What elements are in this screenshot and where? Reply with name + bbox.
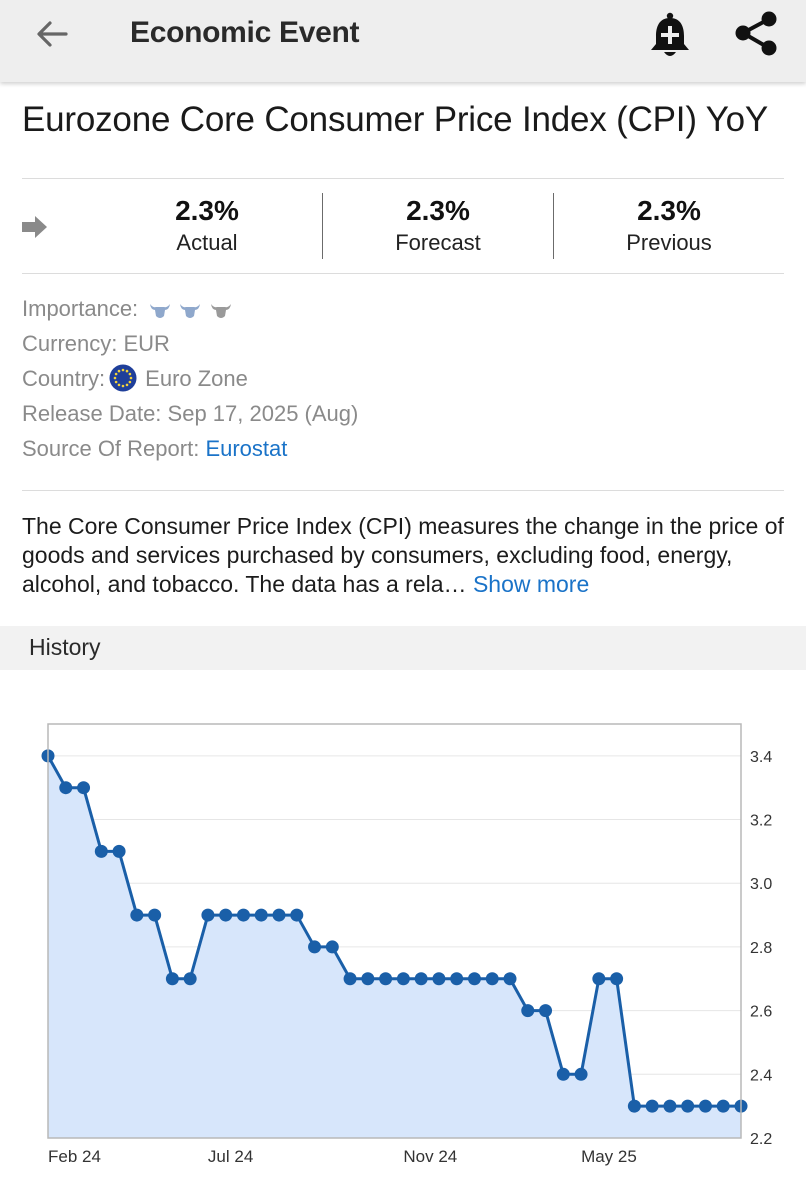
- data-point: [645, 1099, 659, 1113]
- arrow-right-icon: [22, 216, 47, 238]
- previous-value: 2.3%: [637, 195, 701, 226]
- data-point: [59, 781, 73, 795]
- data-point: [450, 972, 464, 986]
- forecast-value-cell: 2.3% Forecast: [323, 193, 553, 259]
- series-line: [46, 755, 741, 1108]
- share-icon[interactable]: [733, 10, 779, 58]
- data-point: [698, 1099, 712, 1113]
- source-link[interactable]: Eurostat: [205, 436, 288, 461]
- history-chart-svg: 2.2 2.4 2.6 2.8 3.0 3.2 3.4 Feb 24 Jul 24 Nov 24 M…: [41, 723, 772, 1166]
- data-point: [503, 972, 517, 986]
- actual-label: Actual: [176, 230, 238, 255]
- bell-plus-icon[interactable]: [646, 10, 694, 62]
- country-row: Country: Euro Zone: [22, 364, 248, 394]
- data-point: [716, 1099, 730, 1113]
- data-point: [165, 972, 179, 986]
- data-point: [219, 908, 233, 922]
- data-point: [467, 972, 481, 986]
- bull-icon: [150, 304, 171, 319]
- data-point: [201, 908, 215, 922]
- importance-label: Importance:: [22, 296, 139, 321]
- currency-value: EUR: [123, 331, 170, 356]
- bull-icon: [180, 304, 201, 319]
- data-point: [663, 1099, 677, 1113]
- release-date-label: Release Date:: [22, 401, 162, 426]
- currency-row: Currency: EUR: [22, 331, 170, 357]
- data-point: [681, 1099, 695, 1113]
- data-point: [94, 844, 108, 858]
- data-point: [183, 972, 197, 986]
- data-point: [485, 972, 499, 986]
- data-point: [308, 940, 322, 954]
- y-tick-label: 3.0: [750, 876, 772, 893]
- data-point: [361, 972, 375, 986]
- data-point: [236, 908, 250, 922]
- description-text: The Core Consumer Price Index (CPI) meas…: [22, 513, 784, 597]
- country-value: Euro Zone: [145, 366, 248, 391]
- data-point: [396, 972, 410, 986]
- data-point: [556, 1067, 570, 1081]
- data-point: [130, 908, 144, 922]
- show-more-link[interactable]: Show more: [472, 571, 590, 597]
- y-tick-label: 2.2: [750, 1131, 772, 1148]
- data-point: [574, 1067, 588, 1081]
- event-description: The Core Consumer Price Index (CPI) meas…: [22, 512, 792, 599]
- x-tick-label: Jul 24: [208, 1147, 253, 1166]
- actual-value: 2.3%: [175, 195, 239, 226]
- bull-icon: [210, 304, 231, 319]
- history-chart: 2.2 2.4 2.6 2.8 3.0 3.2 3.4 Feb 24 Jul 24 Nov 24 M…: [0, 690, 806, 1180]
- forecast-value: 2.3%: [406, 195, 470, 226]
- plot-frame: [47, 723, 742, 1139]
- divider: [22, 490, 784, 491]
- data-point: [610, 972, 624, 986]
- data-point: [77, 781, 91, 795]
- data-point: [627, 1099, 641, 1113]
- series-area: [48, 755, 741, 1138]
- app-bar: Economic Event: [0, 0, 806, 82]
- data-point: [290, 908, 304, 922]
- y-tick-label: 2.8: [750, 940, 772, 957]
- page-title: Economic Event: [130, 16, 360, 49]
- divider: [322, 193, 323, 259]
- x-tick-label: May 25: [581, 1147, 637, 1166]
- divider: [553, 193, 554, 259]
- arrow-left-icon[interactable]: [32, 14, 72, 54]
- data-point: [112, 844, 126, 858]
- country-label: Country:: [22, 366, 106, 391]
- y-tick-label: 2.4: [750, 1067, 772, 1084]
- history-title: History: [29, 634, 101, 660]
- currency-label: Currency:: [22, 331, 118, 356]
- data-point: [254, 908, 268, 922]
- importance-rating: [148, 297, 232, 323]
- actual-value-cell: 2.3% Actual: [92, 193, 322, 259]
- data-point: [343, 972, 357, 986]
- y-tick-label: 3.2: [750, 813, 772, 830]
- release-date-row: Release Date: Sep 17, 2025 (Aug): [22, 401, 358, 427]
- data-point: [521, 1004, 535, 1018]
- source-label: Source Of Report:: [22, 436, 200, 461]
- event-title: Eurozone Core Consumer Price Index (CPI)…: [22, 100, 769, 139]
- forecast-label: Forecast: [395, 230, 481, 255]
- y-tick-label: 2.6: [750, 1004, 772, 1021]
- importance-row: Importance:: [22, 296, 233, 323]
- data-point: [325, 940, 339, 954]
- release-date-value: Sep 17, 2025 (Aug): [167, 401, 359, 426]
- previous-label: Previous: [626, 230, 712, 255]
- source-row: Source Of Report: Eurostat: [22, 436, 287, 462]
- data-point: [592, 972, 606, 986]
- y-tick-label: 3.4: [750, 749, 772, 766]
- data-point: [379, 972, 393, 986]
- history-section-header: History: [0, 626, 806, 670]
- values-row: 2.3% Actual 2.3% Forecast 2.3% Previous: [22, 178, 784, 274]
- x-tick-label: Nov 24: [403, 1147, 457, 1166]
- data-point: [272, 908, 286, 922]
- x-tick-label: Feb 24: [48, 1147, 101, 1166]
- data-point: [414, 972, 428, 986]
- eu-flag-icon: [109, 364, 137, 392]
- previous-value-cell: 2.3% Previous: [554, 193, 784, 259]
- data-point: [539, 1004, 553, 1018]
- data-point: [432, 972, 446, 986]
- data-point: [148, 908, 162, 922]
